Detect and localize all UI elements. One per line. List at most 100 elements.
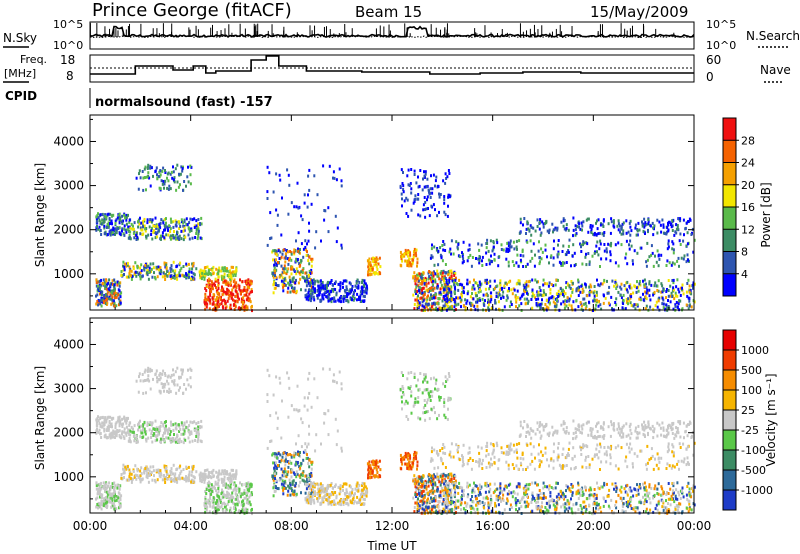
power-cell-1636 — [370, 272, 373, 276]
power-cell-642 — [138, 274, 141, 278]
power-cell-2553 — [502, 290, 505, 294]
velocity-cell-43 — [109, 496, 112, 500]
power-cell-2834 — [596, 250, 598, 254]
power-cell-582 — [153, 271, 155, 275]
power-cell-281 — [105, 217, 108, 221]
power-cell-3013 — [491, 249, 494, 253]
power-cell-1259 — [295, 257, 298, 261]
power-cell-2841 — [671, 240, 674, 244]
power-cell-1319 — [293, 268, 295, 272]
power-cell-1162 — [306, 253, 309, 257]
velocity-cell-1002 — [221, 488, 223, 492]
velocity-cell-798 — [249, 503, 252, 507]
power-cell-1041 — [242, 301, 245, 304]
power-cell-1353 — [291, 265, 294, 269]
power-cell-2427 — [650, 283, 653, 287]
velocity-cell-69 — [111, 499, 114, 503]
power-cell-70 — [96, 287, 99, 291]
power-cell-2711 — [542, 283, 545, 287]
power-colorbar-tick-label-0: 4 — [741, 268, 748, 281]
velocity-cell-1106 — [199, 476, 202, 480]
power-cell-3164 — [612, 221, 615, 225]
power-cell-1047 — [233, 303, 235, 307]
power-cell-1833 — [430, 295, 433, 299]
power-cell-2869 — [538, 256, 541, 260]
power-cell-204 — [123, 227, 126, 231]
power-cell-353 — [165, 233, 168, 237]
power-cell-2558 — [588, 300, 590, 304]
velocity-cell-1281 — [304, 491, 307, 495]
power-cell-641 — [164, 278, 167, 281]
power-cell-2761 — [495, 238, 498, 242]
power-cell-1998 — [444, 307, 447, 311]
velocity-cell-597 — [125, 467, 128, 471]
freq-right-tick-top: 60 — [706, 53, 721, 67]
power-cell-2314 — [657, 289, 660, 293]
velocity-cell-938 — [214, 506, 217, 510]
velocity-cell-1039 — [204, 505, 206, 508]
power-cell-3428 — [269, 211, 272, 215]
power-cell-723 — [148, 176, 151, 180]
power-cell-647 — [176, 273, 179, 277]
velocity-cell-158 — [118, 492, 121, 496]
power-cell-1507 — [319, 279, 322, 283]
velocity-cell-757 — [189, 376, 192, 380]
power-cell-854 — [208, 307, 211, 311]
velocity-cell-511 — [158, 426, 161, 430]
power-cell-2277 — [577, 288, 580, 292]
velocity-cell-457 — [187, 436, 190, 440]
power-cell-670 — [141, 274, 144, 278]
power-cell-1821 — [440, 283, 443, 287]
power-cell-656 — [190, 275, 193, 279]
power-cell-1523 — [352, 298, 355, 302]
power-cell-1271 — [309, 272, 312, 275]
power-cell-518 — [137, 220, 139, 224]
power-cell-2946 — [507, 260, 510, 264]
velocity-cell-740 — [149, 387, 152, 391]
power-cell-1992 — [432, 294, 435, 298]
power-cell-1983 — [447, 273, 450, 277]
power-cell-2887 — [565, 261, 568, 264]
power-cell-3431 — [303, 201, 306, 205]
power-cell-2970 — [570, 264, 572, 268]
velocity-cell-202 — [104, 416, 107, 420]
power-cell-2458 — [466, 299, 469, 303]
power-cell-1501 — [305, 280, 308, 284]
power-cell-1730 — [448, 300, 451, 304]
power-cell-2905 — [667, 242, 670, 246]
power-cell-3234 — [630, 229, 633, 233]
velocity-cell-428 — [152, 433, 155, 437]
velocity-cell-490 — [137, 421, 140, 425]
power-cell-924 — [245, 281, 248, 285]
power-cell-381 — [200, 237, 203, 241]
power-cell-1430 — [308, 288, 311, 292]
power-cell-232 — [118, 212, 121, 216]
power-cell-1341 — [292, 276, 295, 280]
power-cell-1608 — [327, 295, 330, 298]
power-cell-215 — [127, 225, 130, 229]
velocity-cell-769 — [175, 391, 178, 395]
power-cell-2056 — [600, 282, 603, 286]
power-cell-2262 — [625, 281, 628, 285]
power-cell-1662 — [372, 259, 375, 263]
power-cell-2459 — [555, 278, 558, 282]
power-cell-2771 — [625, 239, 628, 243]
velocity-cell-1254 — [302, 458, 305, 462]
power-cell-1198 — [274, 261, 277, 265]
velocity-cell-387 — [133, 424, 136, 428]
power-cell-197 — [118, 226, 121, 230]
velocity-cell-1030 — [248, 500, 251, 504]
power-cell-1963 — [414, 282, 417, 286]
velocity-cell-543 — [157, 468, 160, 472]
power-cell-3137 — [671, 229, 674, 232]
power-cell-442 — [132, 231, 135, 235]
power-cell-2982 — [492, 245, 495, 249]
velocity-cell-156 — [100, 481, 103, 485]
velocity-cell-775 — [147, 374, 150, 378]
power-cell-678 — [126, 263, 129, 267]
power-cell-3143 — [562, 224, 565, 228]
velocity-cell-273 — [121, 417, 124, 421]
power-cell-3040 — [439, 246, 442, 250]
power-cell-2367 — [461, 286, 464, 290]
power-cell-449 — [178, 234, 181, 238]
